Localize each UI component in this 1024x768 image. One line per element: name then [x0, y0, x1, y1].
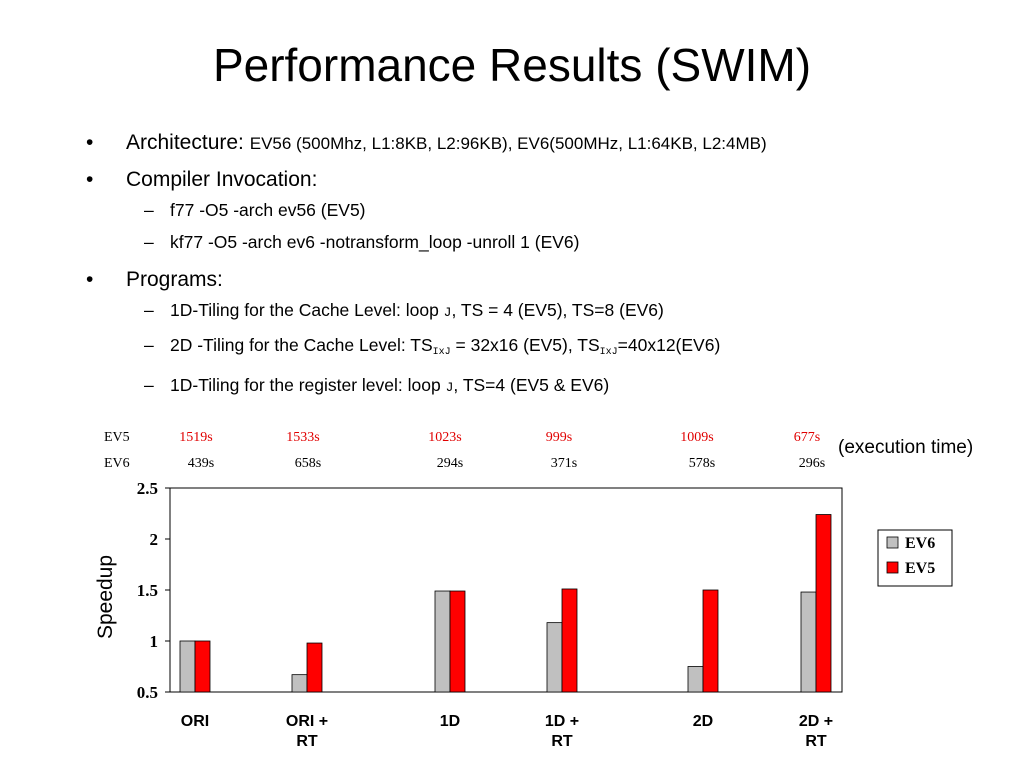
- exec-time-value: 658s: [295, 456, 321, 471]
- legend-label: EV5: [905, 560, 935, 577]
- program-item: – 1D-Tiling for the Cache Level: loop J,…: [86, 299, 1016, 324]
- x-tick-label: 1D +: [545, 713, 579, 730]
- legend-label: EV6: [905, 535, 935, 552]
- arch-label: Architecture:: [126, 131, 244, 154]
- x-tick-label: 1D: [440, 713, 460, 730]
- program-text: 2D -Tiling for the Cache Level: TS: [170, 335, 433, 355]
- bullet-dash: –: [144, 200, 154, 220]
- bar-ev5: [306, 642, 323, 693]
- exec-time-value: 294s: [437, 456, 463, 471]
- execution-time-label: (execution time): [838, 437, 974, 458]
- x-tick-label: RT: [296, 733, 318, 750]
- programs-label: Programs:: [126, 268, 223, 291]
- bullet-dash: –: [144, 300, 154, 320]
- x-tick-label: RT: [551, 733, 573, 750]
- program-item: – 2D -Tiling for the Cache Level: TSIxJ …: [86, 334, 1016, 364]
- exec-time-value: 296s: [799, 456, 825, 471]
- bar-ev6: [546, 622, 563, 693]
- bar-ev6: [687, 666, 704, 693]
- exec-time-value: 1009s: [680, 430, 713, 445]
- exec-time-value: 1519s: [179, 430, 212, 445]
- bar-ev5: [449, 590, 466, 693]
- y-tick-label: 0.5: [137, 683, 158, 702]
- y-tick-label: 1: [150, 632, 159, 651]
- exec-time-value: 371s: [551, 456, 577, 471]
- program-text: =40x12(EV6): [617, 335, 721, 355]
- bar-ev6: [434, 590, 451, 693]
- bullet-compiler: • Compiler Invocation:: [86, 167, 1016, 193]
- exec-time-value: 999s: [546, 430, 572, 445]
- legend-swatch: [886, 536, 899, 549]
- x-tick-label: ORI: [181, 713, 209, 730]
- bullet-dash: –: [144, 335, 154, 355]
- bullet-dot: •: [86, 131, 94, 154]
- program-text: , TS=4 (EV5 & EV6): [453, 375, 610, 395]
- x-tick-label: RT: [805, 733, 827, 750]
- program-text: = 32x16 (EV5), TS: [450, 335, 600, 355]
- exec-row-label: EV6: [104, 456, 130, 471]
- compiler-item-text: kf77 -O5 -arch ev6 -notransform_loop -un…: [170, 232, 580, 252]
- program-item: – 1D-Tiling for the register level: loop…: [86, 374, 1016, 399]
- exec-time-value: 1533s: [286, 430, 319, 445]
- y-tick-label: 1.5: [137, 581, 158, 600]
- bullet-dash: –: [144, 375, 154, 395]
- compiler-label: Compiler Invocation:: [126, 168, 318, 191]
- program-var: J: [445, 380, 454, 395]
- bar-ev6: [800, 591, 817, 693]
- y-tick-label: 2: [150, 530, 159, 549]
- bar-ev6: [179, 640, 196, 693]
- x-tick-label: 2D +: [799, 713, 833, 730]
- program-text: 1D-Tiling for the Cache Level: loop: [170, 300, 444, 320]
- bar-ev5: [702, 589, 719, 693]
- compiler-item-text: f77 -O5 -arch ev56 (EV5): [170, 200, 366, 220]
- bar-ev5: [561, 588, 578, 693]
- exec-row-label: EV5: [104, 430, 130, 445]
- bar-ev5: [815, 514, 832, 693]
- program-subscript: IxJ: [432, 347, 451, 358]
- bullet-architecture: • Architecture: EV56 (500Mhz, L1:8KB, L2…: [86, 130, 1016, 157]
- program-var: J: [443, 305, 452, 320]
- bullet-dash: –: [144, 232, 154, 252]
- exec-time-value: 439s: [188, 456, 214, 471]
- bullet-programs: • Programs:: [86, 267, 1016, 293]
- x-tick-label: 2D: [693, 713, 713, 730]
- program-subscript: IxJ: [599, 347, 618, 358]
- compiler-item: – f77 -O5 -arch ev56 (EV5): [86, 199, 1016, 221]
- bullet-dot: •: [86, 268, 94, 291]
- bullet-dot: •: [86, 168, 94, 191]
- legend-swatch: [886, 561, 899, 574]
- exec-time-value: 1023s: [428, 430, 461, 445]
- bar-ev5: [194, 640, 211, 693]
- bar-ev6: [291, 674, 308, 693]
- compiler-item: – kf77 -O5 -arch ev6 -notransform_loop -…: [86, 231, 1016, 253]
- page-title: Performance Results (SWIM): [212, 39, 812, 91]
- program-text: , TS = 4 (EV5), TS=8 (EV6): [451, 300, 664, 320]
- program-text: 1D-Tiling for the register level: loop: [170, 375, 446, 395]
- exec-time-value: 677s: [794, 430, 820, 445]
- arch-value: EV56 (500Mhz, L1:8KB, L2:96KB), EV6(500M…: [249, 134, 767, 153]
- x-tick-label: ORI +: [286, 713, 328, 730]
- plot-area: [169, 487, 843, 693]
- y-tick-label: 2.5: [137, 479, 158, 498]
- exec-time-value: 578s: [689, 456, 715, 471]
- bullet-list: • Architecture: EV56 (500Mhz, L1:8KB, L2…: [86, 130, 1016, 409]
- y-axis-title: Speedup: [94, 555, 117, 639]
